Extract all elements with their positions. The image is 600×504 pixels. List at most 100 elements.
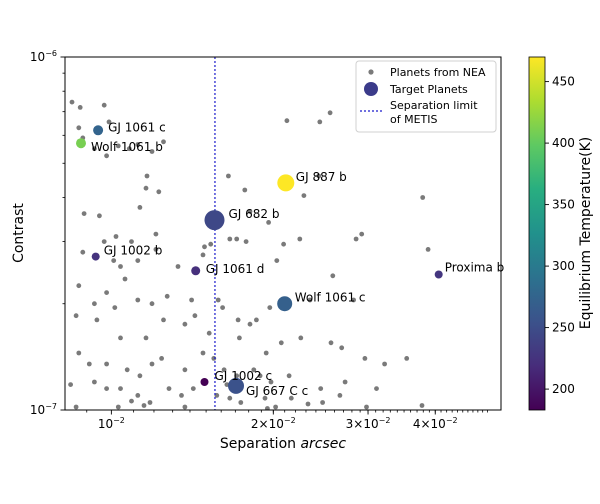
nea-point (257, 373, 263, 379)
nea-point (118, 264, 123, 269)
target-point-wolf-1061-b (76, 138, 86, 149)
nea-point (301, 193, 307, 199)
target-label-gj-1002-c: GJ 1002 c (215, 369, 273, 383)
nea-point (263, 350, 269, 356)
nea-point (166, 386, 172, 391)
y-tick-label: 10−7 (30, 402, 57, 417)
colorbar-tick-label: 350 (552, 198, 575, 212)
target-label-gj-1061-d: GJ 1061 d (206, 262, 265, 276)
nea-point (273, 404, 278, 410)
nea-point (330, 273, 336, 279)
nea-point (76, 350, 82, 356)
nea-point (267, 305, 273, 310)
colorbar-tick-label: 400 (552, 136, 575, 150)
nea-point (305, 401, 311, 407)
legend-target-label: Target Planets (389, 83, 468, 96)
nea-point (94, 317, 100, 323)
nea-point (76, 283, 82, 289)
nea-points-layer (68, 99, 431, 410)
nea-point (129, 398, 134, 404)
colorbar-tick-label: 450 (552, 75, 575, 89)
nea-point (161, 139, 166, 145)
nea-point (92, 301, 97, 307)
nea-point (77, 105, 83, 110)
nea-point (242, 187, 248, 193)
x-axis-ticks: 10−2 2×10−2 3×10−2 4×10−2 (86, 410, 488, 431)
x-axis-label: Separation arcsec (220, 436, 347, 452)
nea-point (251, 367, 257, 373)
nea-point (237, 335, 242, 341)
nea-point (359, 231, 365, 237)
nea-point (112, 305, 118, 310)
nea-point (73, 404, 79, 410)
nea-point (106, 119, 112, 125)
x-tick-label: 10−2 (98, 416, 125, 431)
nea-point (111, 258, 117, 263)
nea-point (182, 367, 188, 373)
legend-box (355, 60, 497, 133)
nea-point (97, 213, 102, 219)
target-point-gj-1002-b (91, 252, 100, 261)
nea-point (247, 321, 253, 327)
nea-point (226, 173, 231, 179)
nea-point (288, 395, 294, 401)
nea-point (104, 386, 109, 391)
nea-point (192, 313, 198, 319)
nea-point (266, 220, 271, 225)
nea-point (214, 393, 220, 398)
target-point-wolf-1061-c (277, 296, 293, 312)
target-label-gj-1061-c: GJ 1061 c (108, 120, 166, 134)
target-point-gj-1061-c (93, 125, 104, 136)
legend-limit-label-line2: of METIS (390, 113, 438, 126)
nea-point (351, 297, 356, 303)
nea-point (227, 395, 233, 401)
nea-point (227, 236, 233, 242)
y-axis-ticks: 10−7 10−6 (30, 49, 65, 417)
nea-point (135, 393, 141, 398)
nea-point (286, 373, 292, 379)
nea-point (156, 189, 162, 195)
nea-point (221, 367, 227, 373)
nea-point (129, 239, 134, 245)
nea-point (104, 361, 109, 367)
nea-point (215, 297, 221, 303)
nea-point (92, 146, 97, 152)
target-point-proxima-b (434, 270, 443, 279)
nea-point (135, 297, 141, 303)
nea-point (137, 373, 143, 379)
nea-point (342, 379, 348, 385)
nea-point (339, 345, 345, 351)
nea-point (153, 231, 159, 237)
target-label-gj-682-b: GJ 682 b (229, 207, 280, 221)
nea-point (247, 209, 253, 214)
nea-point (284, 118, 290, 124)
nea-point (101, 102, 107, 108)
nea-point (164, 293, 170, 299)
target-point-gj-1002-c (200, 378, 209, 386)
planet-labels-layer: GJ 1061 c Wolf 1061 b GJ 887 b GJ 682 b GJ 1… (91, 120, 504, 398)
nea-point (353, 236, 359, 242)
nea-point (318, 386, 324, 391)
nea-point (238, 400, 244, 405)
nea-point (419, 403, 425, 408)
colorbar-tick-label: 200 (552, 382, 575, 396)
nea-point (143, 335, 149, 341)
nea-point (147, 400, 153, 405)
target-label-gj-887-b: GJ 887 b (296, 170, 347, 184)
nea-point (278, 340, 284, 346)
nea-point (122, 276, 128, 282)
nea-point (200, 252, 206, 258)
nea-point (200, 350, 206, 356)
nea-point (104, 153, 109, 159)
nea-point (81, 211, 87, 217)
nea-point (143, 185, 149, 191)
colorbar-label: Equilibrium Temperature(K) (578, 137, 594, 330)
target-label-wolf-1061-b: Wolf 1061 b (91, 140, 163, 154)
target-point-gj-1061-d (191, 266, 201, 276)
nea-point (118, 386, 123, 391)
target-label-proxima-b: Proxima b (445, 261, 505, 275)
nea-point (297, 236, 303, 242)
nea-point (124, 367, 130, 373)
nea-point (337, 393, 343, 398)
